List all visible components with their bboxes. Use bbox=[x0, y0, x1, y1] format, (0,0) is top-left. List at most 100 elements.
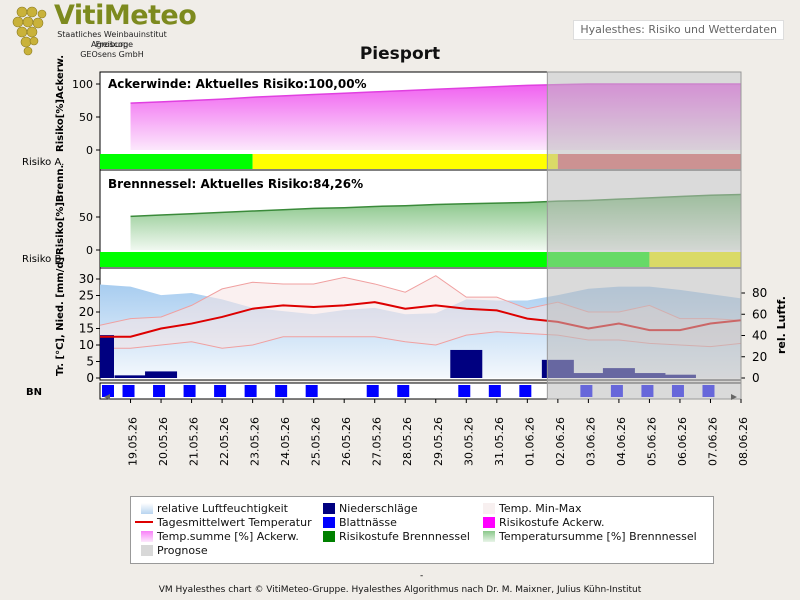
x-tick-label: 30.05.26 bbox=[462, 417, 475, 466]
x-tick-label: 25.05.26 bbox=[310, 417, 323, 466]
ackerwinde-annotation: Ackerwinde: Aktuelles Risiko:100,00% bbox=[108, 77, 367, 91]
leafwet-cell bbox=[305, 385, 318, 397]
legend-swatch-prognose bbox=[141, 545, 153, 556]
precip-bar bbox=[450, 349, 483, 378]
legend-swatch-precip bbox=[323, 503, 335, 514]
humidity-ytick-label: 20 bbox=[752, 350, 767, 364]
x-tick-label: 23.05.26 bbox=[249, 417, 262, 466]
legend-swatch-risk-a bbox=[483, 517, 495, 528]
logo-line-3: GEOsens GmbH bbox=[80, 50, 144, 59]
leafwet-cell bbox=[488, 385, 501, 397]
leafwet-cell bbox=[275, 385, 288, 397]
leafwet-cell bbox=[519, 385, 532, 397]
ackerwinde-ylabel: Risiko[%]Ackerw. bbox=[55, 55, 66, 152]
legend: relative Luftfeuchtigkeit Niederschläge … bbox=[130, 496, 714, 564]
brennnessel-ylabel: Risiko[%]Brenn. bbox=[55, 165, 66, 255]
x-tick-label: 03.06.26 bbox=[584, 417, 597, 466]
x-tick-label: 08.06.26 bbox=[737, 417, 750, 466]
legend-temp: Tagesmittelwert Temperatur bbox=[157, 516, 312, 529]
weather-ytick-label: 5 bbox=[86, 355, 94, 369]
leafwet-cell bbox=[122, 385, 135, 397]
logo-line-1: Staatliches Weinbauinstitut Freiburg bbox=[57, 30, 167, 49]
legend-swatch-tempminmax bbox=[483, 503, 495, 514]
ackerwinde-ytick-label: 50 bbox=[79, 111, 93, 124]
x-tick-label: 24.05.26 bbox=[279, 417, 292, 466]
ackerwinde-risk-label: Risiko A. bbox=[22, 157, 64, 168]
weather-ytick-label: 0 bbox=[86, 371, 94, 385]
x-tick-label: 19.05.26 bbox=[127, 417, 140, 466]
grape-icon bbox=[12, 6, 47, 56]
logo-line-2: Agroscope bbox=[90, 40, 134, 49]
weather-ytick-label: 15 bbox=[79, 322, 94, 336]
humidity-ytick-label: 80 bbox=[752, 286, 767, 300]
weather-ylabel: Tr. [°C], Nied. [mm/d] bbox=[55, 257, 66, 376]
legend-swatch-leafwet bbox=[323, 517, 335, 528]
humidity-ytick-label: 0 bbox=[752, 371, 760, 385]
leafwet-cell bbox=[183, 385, 196, 397]
humidity-ytick-label: 60 bbox=[752, 307, 767, 321]
ackerwinde-risk-segment bbox=[100, 154, 253, 169]
brennnessel-ytick-label: 0 bbox=[86, 244, 93, 257]
legend-tsum-a: Temp.summe [%] Ackerw. bbox=[157, 530, 299, 543]
x-tick-label: 21.05.26 bbox=[188, 417, 201, 466]
x-tick-label: 22.05.26 bbox=[218, 417, 231, 466]
legend-precip: Niederschläge bbox=[339, 502, 418, 515]
x-tick-label: 02.06.26 bbox=[554, 417, 567, 466]
footer-dash: - bbox=[420, 571, 424, 581]
x-tick-label: 04.06.26 bbox=[615, 417, 628, 466]
prognose-overlay bbox=[546, 71, 742, 400]
legend-swatch-humidity bbox=[141, 503, 153, 514]
precip-bar bbox=[100, 335, 114, 378]
leafwet-cell bbox=[366, 385, 379, 397]
legend-tsum-b: Temperatursumme [%] Brennnessel bbox=[499, 530, 697, 543]
ackerwinde-ytick-label: 100 bbox=[72, 78, 93, 91]
legend-leafwet: Blattnässe bbox=[339, 516, 397, 529]
leafwet-cell bbox=[214, 385, 227, 397]
chart-title: Piesport bbox=[359, 44, 441, 64]
leafwet-cell bbox=[397, 385, 410, 397]
legend-swatch-tsum-a bbox=[141, 531, 153, 542]
x-tick-label: 27.05.26 bbox=[371, 417, 384, 466]
leafwet-label: BN bbox=[26, 387, 42, 398]
brennnessel-risk-segment bbox=[100, 252, 650, 267]
humidity-ylabel: rel. Luftf. bbox=[775, 296, 788, 354]
legend-tempminmax: Temp. Min-Max bbox=[499, 502, 582, 515]
weather-ytick-label: 10 bbox=[79, 338, 94, 352]
weather-ytick-label: 30 bbox=[79, 272, 94, 286]
brennnessel-risk-label: Risiko B. bbox=[22, 254, 65, 265]
precip-bar bbox=[145, 371, 178, 378]
legend-risk-a: Risikostufe Ackerw. bbox=[499, 516, 605, 529]
logo: VitiMeteo Staatliches Weinbauinstitut Fr… bbox=[8, 0, 197, 62]
legend-swatch-risk-b bbox=[323, 531, 335, 542]
ackerwinde-ytick-label: 0 bbox=[86, 144, 93, 157]
legend-swatch-temp bbox=[135, 521, 153, 523]
x-tick-label: 05.06.26 bbox=[645, 417, 658, 466]
x-tick-label: 06.06.26 bbox=[676, 417, 689, 466]
legend-swatch-tsum-b bbox=[483, 531, 495, 542]
humidity-ytick-label: 40 bbox=[752, 329, 767, 343]
leafwet-cell bbox=[458, 385, 471, 397]
x-tick-label: 26.05.26 bbox=[340, 417, 353, 466]
footer-credit: VM Hyalesthes chart © VitiMeteo-Gruppe. … bbox=[158, 585, 642, 595]
precip-bar bbox=[114, 375, 147, 378]
x-tick-label: 20.05.26 bbox=[157, 417, 170, 466]
legend-prognose: Prognose bbox=[157, 544, 208, 557]
weather-ytick-label: 25 bbox=[79, 289, 94, 303]
x-tick-label: 28.05.26 bbox=[401, 417, 414, 466]
leafwet-cell bbox=[102, 385, 114, 397]
logo-title: VitiMeteo bbox=[54, 0, 197, 31]
ackerwinde-risk-segment bbox=[252, 154, 558, 169]
leafwet-cell bbox=[153, 385, 166, 397]
app-label: Hyalesthes: Risiko und Wetterdaten bbox=[573, 20, 784, 40]
brennnessel-annotation: Brennnessel: Aktuelles Risiko:84,26% bbox=[108, 177, 363, 191]
x-tick-label: 01.06.26 bbox=[523, 417, 536, 466]
x-tick-label: 29.05.26 bbox=[432, 417, 445, 466]
leafwet-cell bbox=[244, 385, 257, 397]
x-tick-label: 31.05.26 bbox=[493, 417, 506, 466]
x-tick-label: 07.06.26 bbox=[706, 417, 719, 466]
weather-ytick-label: 20 bbox=[79, 305, 94, 319]
legend-risk-b: Risikostufe Brennnessel bbox=[339, 530, 470, 543]
legend-humidity: relative Luftfeuchtigkeit bbox=[157, 502, 288, 515]
brennnessel-ytick-label: 50 bbox=[79, 211, 93, 224]
